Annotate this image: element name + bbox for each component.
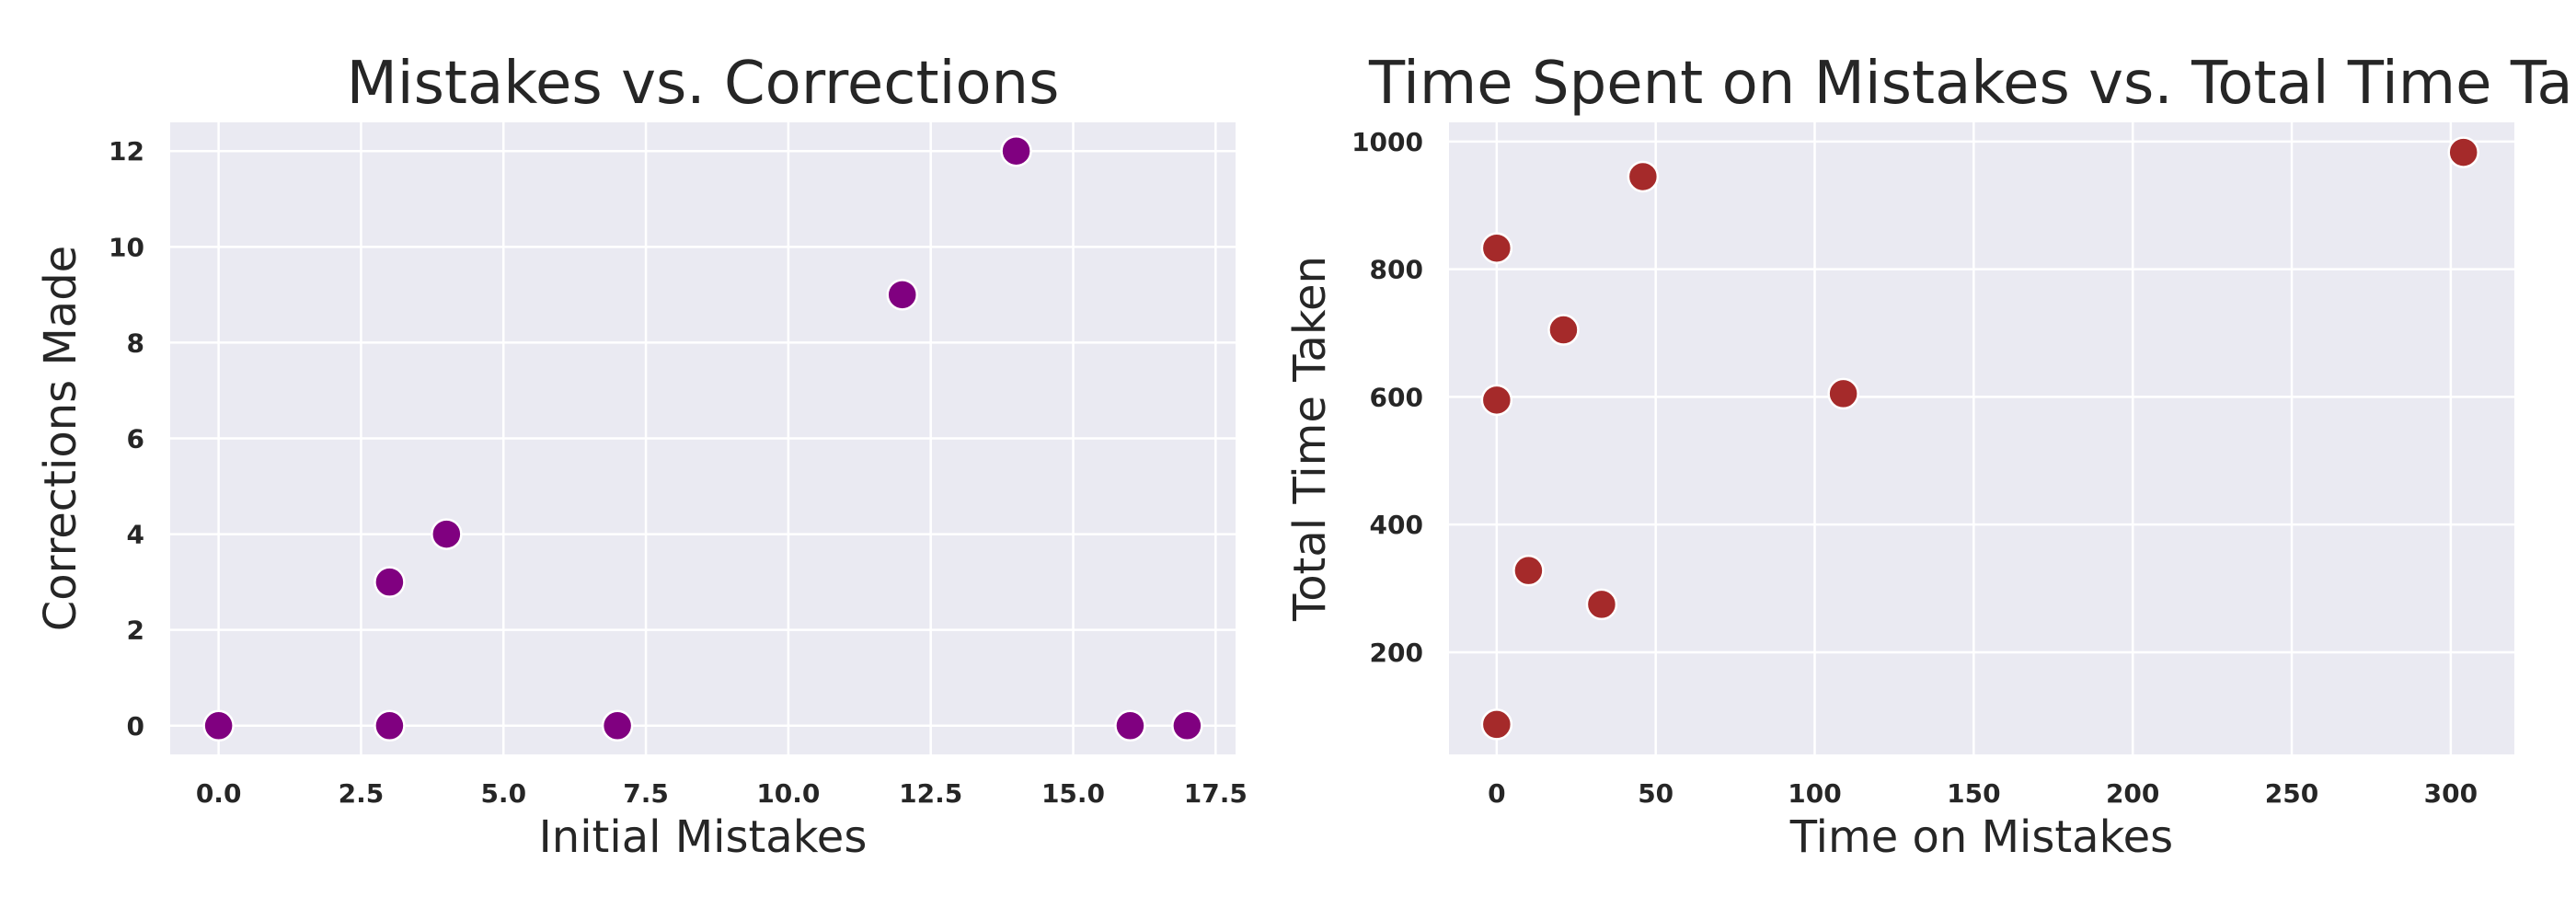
data-point (1585, 588, 1618, 621)
x-tick-label: 17.5 (1184, 778, 1248, 809)
data-point (2447, 136, 2479, 168)
data-point (1547, 314, 1580, 346)
x-tick-label: 12.5 (899, 778, 962, 809)
data-point (374, 709, 406, 742)
data-point (1000, 134, 1032, 167)
x-tick-label: 150 (1947, 778, 2000, 809)
x-tick-label: 0.0 (196, 778, 242, 809)
x-tick-label: 7.5 (623, 778, 669, 809)
data-point (1480, 232, 1513, 264)
y-tick-label: 400 (1370, 510, 1423, 540)
data-point (1114, 709, 1146, 742)
x-tick-label: 50 (1638, 778, 1673, 809)
data-point (1627, 160, 1660, 193)
y-tick-label: 0 (127, 711, 144, 742)
chart-1: 0.0 2.5 5.0 7.5 10.0 12.5 15.0 17.5 0 2 4 6 8 10 12 Mis… (35, 50, 1248, 863)
data-point (1512, 554, 1545, 587)
x-axis-label: Initial Mistakes (539, 811, 868, 863)
data-point (374, 566, 406, 598)
data-point (1171, 709, 1203, 742)
y-tick-label: 1000 (1351, 127, 1423, 157)
y-tick-label: 12 (109, 136, 144, 167)
y-tick-label: 6 (127, 424, 144, 454)
chart-title: Time Spent on Mistakes vs. Total Time Ta… (1368, 50, 2576, 118)
x-axis-label: Time on Mistakes (1789, 811, 2173, 863)
x-tick-label: 0 (1488, 778, 1505, 809)
x-tick-label: 5.0 (480, 778, 526, 809)
x-tick-label: 300 (2424, 778, 2478, 809)
y-axis-label: Total Time Taken (1284, 256, 1336, 622)
data-point (601, 709, 634, 742)
data-point (1827, 377, 1859, 410)
chart-title: Mistakes vs. Corrections (347, 50, 1060, 118)
plot-area (1449, 122, 2514, 754)
x-tick-label: 200 (2106, 778, 2159, 809)
x-tick-label: 15.0 (1041, 778, 1105, 809)
y-tick-label: 4 (127, 520, 144, 550)
y-tick-label: 2 (127, 615, 144, 646)
chart-2: 0 50 100 150 200 250 300 200 400 600 800 1000 Time S… (1284, 50, 2576, 863)
y-tick-label: 8 (127, 328, 144, 358)
x-tick-label: 250 (2265, 778, 2318, 809)
data-point (1480, 708, 1513, 741)
data-point (1480, 384, 1513, 417)
data-point (886, 279, 918, 311)
y-tick-label: 600 (1370, 382, 1423, 412)
data-point (431, 518, 463, 550)
data-point (202, 709, 235, 742)
y-axis-label: Corrections Made (35, 246, 86, 631)
x-tick-label: 10.0 (756, 778, 820, 809)
y-tick-label: 10 (109, 232, 144, 262)
y-tick-label: 200 (1370, 638, 1423, 668)
x-tick-label: 100 (1788, 778, 1841, 809)
x-tick-label: 2.5 (339, 778, 385, 809)
y-tick-label: 800 (1370, 255, 1423, 285)
